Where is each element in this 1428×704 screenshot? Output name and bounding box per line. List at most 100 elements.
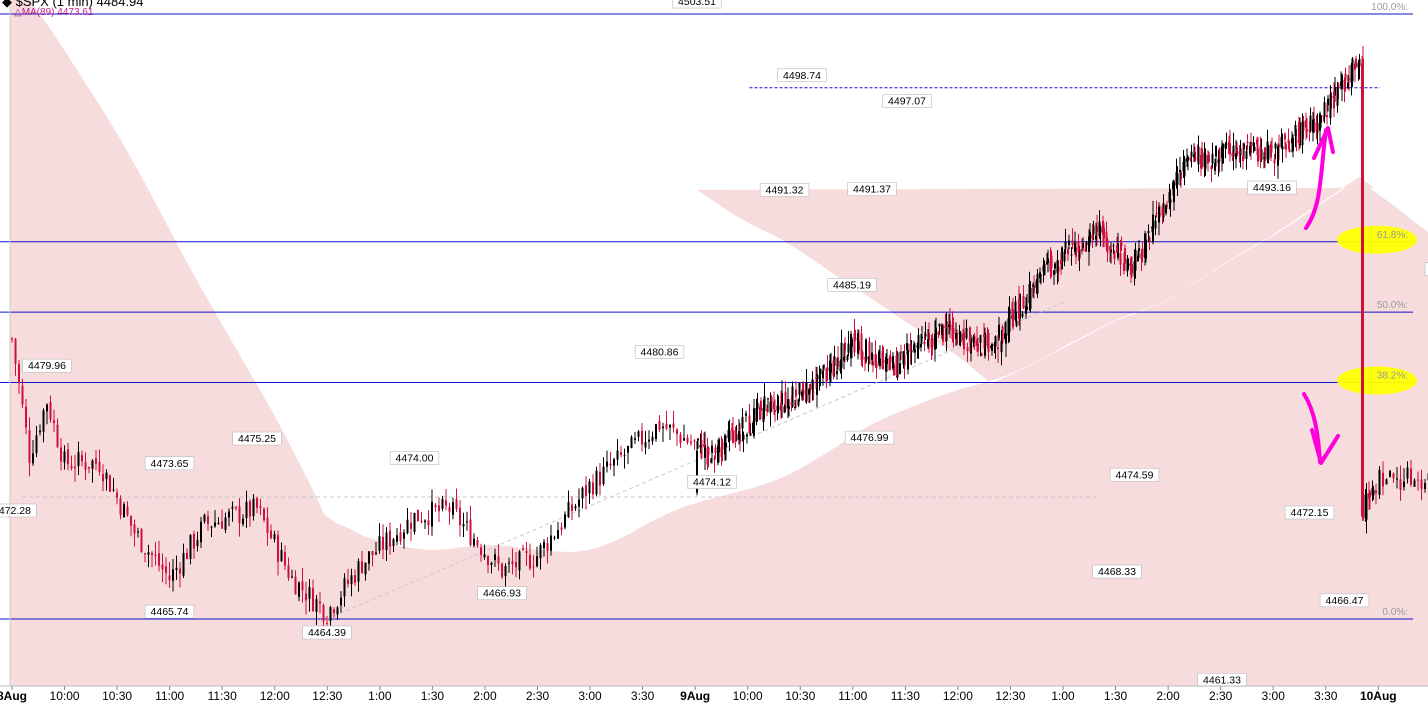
candle-body [284, 552, 286, 566]
candle-body [483, 554, 486, 558]
candle-body [273, 534, 276, 540]
candle-body [112, 489, 115, 491]
candle-body [945, 321, 948, 341]
candle-body [1278, 144, 1280, 147]
candle-body [1000, 341, 1003, 353]
candle-body [361, 561, 363, 573]
candle-body [105, 472, 108, 480]
candle-body [836, 371, 838, 375]
candle-body [1210, 166, 1213, 170]
candle-body [699, 445, 702, 448]
candle-body [892, 356, 894, 369]
candle-body [1236, 147, 1238, 156]
trend-lines [22, 87, 1380, 620]
price-label: 4473.65 [151, 458, 189, 470]
candle-body [1215, 145, 1217, 157]
candle-body [818, 375, 821, 380]
candle-body [895, 355, 898, 376]
candle-body [1371, 487, 1374, 496]
candle-body [154, 554, 157, 557]
candle-body [634, 438, 636, 440]
candle-body [193, 533, 195, 549]
candle-body [1092, 225, 1095, 235]
highlight-mark [1337, 225, 1417, 254]
candle-body [1102, 220, 1104, 235]
price-label: 4461.33 [1203, 674, 1241, 686]
x-tick-label: 10:30 [102, 689, 132, 703]
price-label-box [847, 182, 897, 197]
candle-body [872, 361, 874, 366]
candle-body [539, 545, 542, 559]
candle-body [994, 336, 997, 347]
candle-body [1347, 82, 1349, 88]
candle-body [637, 431, 640, 437]
price-label-box [1319, 593, 1370, 608]
candle-body [1396, 478, 1398, 480]
candle-body [1284, 134, 1286, 140]
candle-body [585, 485, 587, 497]
candle-body [906, 343, 908, 350]
moving-average-area [10, 0, 1428, 686]
candle-body [760, 400, 762, 411]
candle-body [798, 382, 801, 395]
candle-body [829, 360, 831, 380]
candle-body [102, 474, 104, 482]
candle-body [1141, 248, 1144, 258]
candle-body [200, 521, 202, 543]
candle-body [151, 552, 153, 555]
chart-title: ◆ $SPX (1 min) 4484.94 [2, 0, 144, 10]
price-label-box [634, 344, 685, 359]
ma-legend-text: MA(89) 4473.61 [21, 7, 94, 18]
candle-body [839, 360, 842, 372]
candle-body [784, 391, 787, 410]
candle-body [665, 423, 668, 429]
candle-body [469, 519, 472, 546]
price-label: 4474.12 [693, 477, 731, 489]
candle-body [312, 588, 314, 611]
candle-body [326, 622, 328, 624]
candle-body [900, 351, 902, 353]
candle-body [997, 347, 999, 350]
candle-body [844, 342, 846, 351]
candle-body [822, 370, 824, 379]
candle-body [738, 431, 740, 440]
candle-body [214, 522, 216, 527]
candle-body [920, 343, 922, 348]
candle-body [175, 567, 178, 570]
candle-body [238, 506, 241, 524]
candle-body [1028, 283, 1031, 304]
candle-body [1151, 227, 1153, 229]
candle-body [277, 535, 279, 562]
candle-body [217, 522, 220, 525]
candle-body [207, 516, 209, 524]
candle-body [32, 453, 34, 464]
candle-body [780, 402, 782, 412]
candle-body [763, 396, 766, 412]
candle-body [42, 410, 45, 432]
candle-body [588, 481, 591, 494]
candle-body [965, 328, 968, 339]
candle-body [865, 339, 867, 362]
candle-body [18, 364, 20, 384]
candle-body [990, 346, 992, 348]
candle-body [1126, 258, 1129, 272]
candle-body [123, 504, 125, 518]
candle-body [1193, 154, 1195, 158]
candle-body [902, 351, 905, 365]
candle-body [413, 512, 416, 532]
candle-body [1138, 248, 1140, 252]
candle-body [1294, 124, 1297, 136]
candle-body [1224, 143, 1227, 149]
candle-body [221, 521, 223, 529]
x-tick-label: 12:30 [995, 689, 1025, 703]
candle-body [1077, 241, 1080, 252]
candle-body [1382, 472, 1384, 487]
price-label-box [0, 503, 37, 518]
candle-body [980, 353, 983, 356]
price-label: 4497.07 [888, 96, 926, 108]
candle-body [529, 554, 531, 569]
candle-body [1399, 479, 1402, 490]
price-label: 4485.19 [833, 279, 871, 291]
candle-body [959, 332, 962, 343]
